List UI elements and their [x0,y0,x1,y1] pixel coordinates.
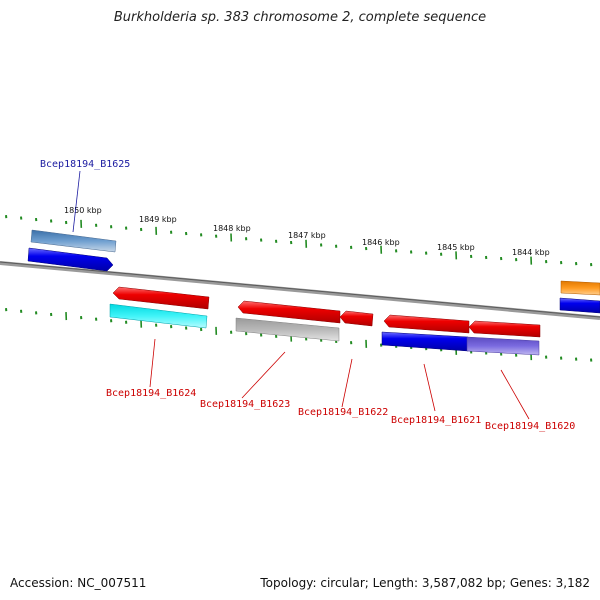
kbp-scale-labels: 1850 kbp 1849 kbp 1848 kbp 1847 kbp 1846… [64,206,550,257]
accession-text: Accession: NC_007511 [10,576,147,590]
genome-backbone [0,261,600,320]
gene-leader-lines [72,170,530,420]
gene-label-bcep18194-b1625[interactable]: Bcep18194_B1625 [40,159,130,170]
genome-backbone-highlight [0,261,600,318]
cog-feature-blue[interactable] [381,331,469,352]
kbp-label: 1846 kbp [362,238,400,247]
genome-summary-text: Topology: circular; Length: 3,587,082 bp… [260,576,590,590]
kbp-scale-ticks [5,214,593,267]
reverse-strand-features [109,286,541,356]
page-title: Burkholderia sp. 383 chromosome 2, compl… [113,10,487,25]
gene-label-bcep18194-b1622[interactable]: Bcep18194_B1622 [298,407,388,418]
gene-arrow-bcep18194-b1621[interactable] [383,314,470,334]
leader-line [423,363,436,412]
cog-feature-gray[interactable] [235,317,340,342]
gene-label-bcep18194-b1620[interactable]: Bcep18194_B1620 [485,421,575,432]
leader-line [149,338,156,388]
gene-arrow-forward-edge[interactable] [559,297,600,314]
gene-label-bcep18194-b1621[interactable]: Bcep18194_B1621 [391,415,481,426]
leader-line [500,369,530,420]
gene-arrow-bcep18194-b1623[interactable] [237,300,341,324]
kbp-label: 1850 kbp [64,206,102,215]
gene-arrow-bcep18194-b1622[interactable] [339,310,374,327]
gene-labels: Bcep18194_B1625 Bcep18194_B1624 Bcep1819… [40,159,575,432]
forward-strand-features [27,229,600,314]
kbp-label: 1847 kbp [288,231,326,240]
cog-feature-orange[interactable] [560,280,600,296]
leader-line [241,351,286,399]
gene-arrow-bcep18194-b1624[interactable] [112,286,210,310]
kbp-label: 1849 kbp [139,215,177,224]
leader-line [72,170,81,233]
kbp-label: 1844 kbp [512,248,550,257]
cog-feature-purple[interactable] [466,336,540,356]
gene-arrow-bcep18194-b1620[interactable] [468,320,541,338]
gene-arrow-bcep18194-b1625[interactable] [27,247,114,272]
kbp-label: 1845 kbp [437,243,475,252]
cog-feature-steelblue[interactable] [30,229,117,253]
gene-label-bcep18194-b1623[interactable]: Bcep18194_B1623 [200,399,290,410]
cog-feature-cyan[interactable] [109,303,208,329]
kbp-label: 1848 kbp [213,224,251,233]
gene-label-bcep18194-b1624[interactable]: Bcep18194_B1624 [106,388,196,399]
leader-line [341,358,353,408]
